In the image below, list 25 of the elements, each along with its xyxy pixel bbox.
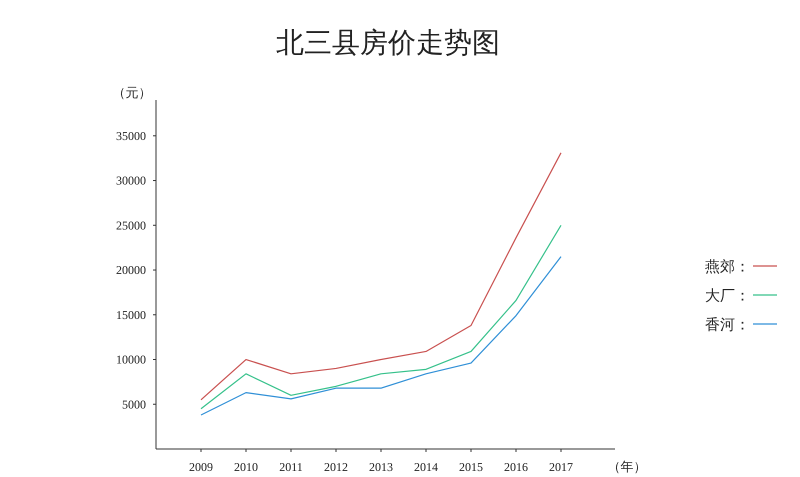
y-tick-label: 25000 xyxy=(116,218,146,232)
line-series xyxy=(200,152,562,400)
x-tick-label: 2010 xyxy=(234,460,258,474)
chart-title: 北三县房价走势图 xyxy=(276,28,500,59)
x-tick-label: 2012 xyxy=(324,460,348,474)
y-tick-label: 5000 xyxy=(122,397,146,412)
y-axis-title: （元） xyxy=(112,85,152,100)
x-tick-label: 2015 xyxy=(459,460,483,474)
x-axis-title: （年） xyxy=(608,459,646,474)
x-tick-label: 2009 xyxy=(189,460,213,474)
x-tick-label: 2014 xyxy=(414,460,438,474)
y-tick-label: 15000 xyxy=(116,308,146,322)
line-series xyxy=(200,224,562,410)
y-tick-label: 35000 xyxy=(116,128,146,143)
line-series xyxy=(200,256,562,416)
x-tick-label: 2011 xyxy=(279,460,303,474)
legend-label: 燕郊： xyxy=(705,258,750,276)
y-tick-label: 10000 xyxy=(116,352,146,367)
x-tick-label: 2017 xyxy=(549,460,573,474)
x-tick-label: 2013 xyxy=(369,460,393,474)
y-tick-label: 20000 xyxy=(116,263,146,278)
x-tick-label: 2016 xyxy=(504,460,528,474)
y-tick-label: 30000 xyxy=(116,174,146,188)
legend-label: 大厂： xyxy=(705,287,750,304)
legend-label: 香河： xyxy=(705,316,750,334)
